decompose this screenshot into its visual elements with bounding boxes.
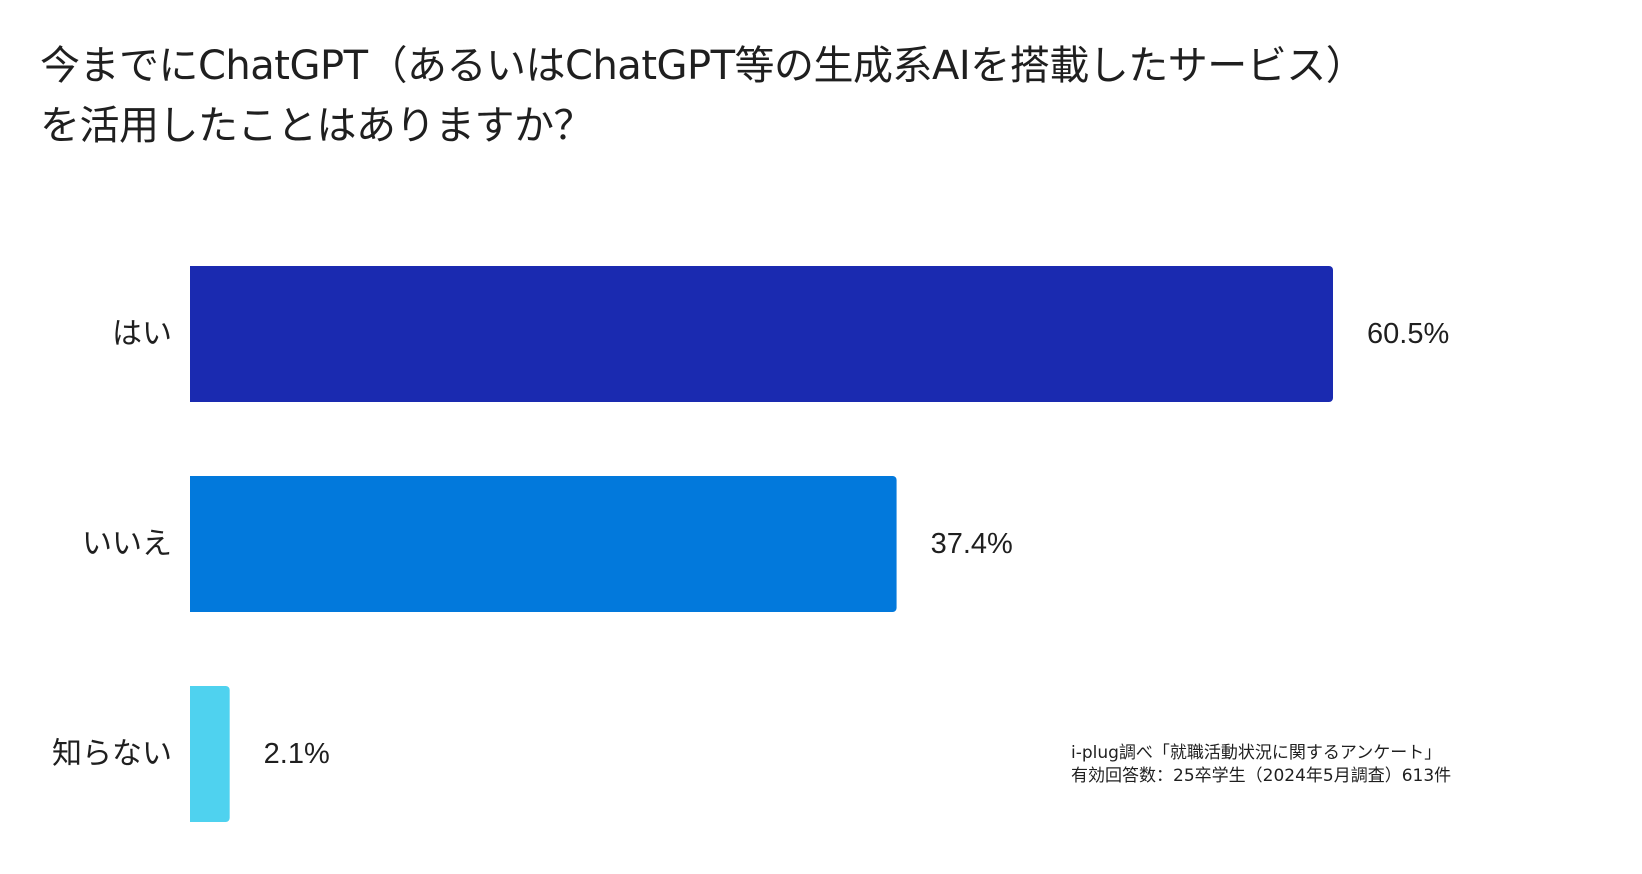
category-label-2: いいえ (82, 527, 172, 562)
bar-2-base (190, 476, 196, 612)
source-line-1: i-plug調べ「就職活動状況に関するアンケート」 (1071, 743, 1442, 763)
value-label-1: 60.5% (1367, 318, 1449, 350)
bar-3 (190, 686, 230, 822)
bar-1-base (190, 266, 196, 402)
source-note: i-plug調べ「就職活動状況に関するアンケート」 有効回答数：25卒学生（20… (1071, 742, 1451, 788)
category-label-3: 知らない (52, 737, 172, 772)
chart-title: 今までにChatGPT（あるいはChatGPT等の生成系AIを搭載したサービス）… (40, 36, 1610, 156)
category-label-1: はい (112, 317, 172, 352)
source-line-2: 有効回答数：25卒学生（2024年5月調査）613件 (1071, 766, 1452, 786)
value-label-3: 2.1% (264, 738, 330, 770)
bar-1 (190, 266, 1333, 402)
chart-title-line-1: 今までにChatGPT（あるいはChatGPT等の生成系AIを搭載したサービス） (40, 43, 1366, 89)
bar-2 (190, 476, 897, 612)
chart-title-line-2: を活用したことはありますか？ (40, 103, 594, 149)
value-label-2: 37.4% (931, 528, 1013, 560)
bar-3-base (190, 686, 196, 822)
